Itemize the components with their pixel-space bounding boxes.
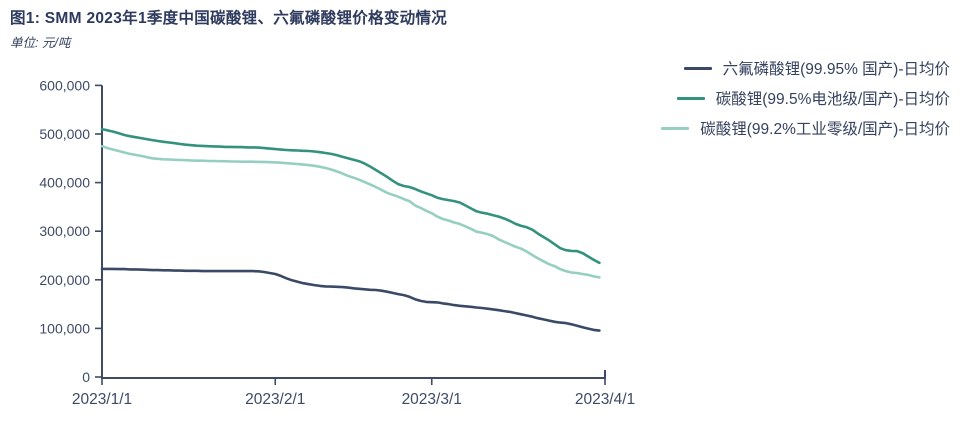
svg-text:2023/3/1: 2023/3/1 [402, 391, 462, 408]
svg-text:500,000: 500,000 [39, 126, 90, 142]
legend-item-lipf6: 六氟磷酸锂(99.95% 国产)-日均价 [661, 57, 950, 79]
legend-label: 碳酸锂(99.2%工业零级/国产)-日均价 [700, 121, 950, 138]
svg-text:400,000: 400,000 [39, 175, 90, 191]
unit-label: 单位: 元/吨 [10, 36, 71, 50]
teal-line-swatch-icon [676, 96, 705, 100]
svg-text:2023/1/1: 2023/1/1 [72, 391, 132, 408]
legend-label: 碳酸锂(99.5%电池级/国产)-日均价 [715, 91, 950, 108]
legend: 六氟磷酸锂(99.95% 国产)-日均价 碳酸锂(99.5%电池级/国产)-日均… [661, 57, 950, 139]
legend-label: 六氟磷酸锂(99.95% 国产)-日均价 [722, 61, 950, 78]
svg-text:0: 0 [82, 369, 90, 385]
page-title: 图1: SMM 2023年1季度中国碳酸锂、六氟磷酸锂价格变动情况 [10, 10, 448, 27]
svg-text:200,000: 200,000 [39, 272, 90, 288]
svg-text:2023/2/1: 2023/2/1 [245, 391, 305, 408]
legend-item-industrial-grade: 碳酸锂(99.2%工业零级/国产)-日均价 [661, 117, 950, 139]
svg-text:300,000: 300,000 [39, 223, 90, 239]
legend-item-battery-grade: 碳酸锂(99.5%电池级/国产)-日均价 [661, 87, 950, 109]
light-teal-line-swatch-icon [661, 126, 690, 130]
svg-text:600,000: 600,000 [39, 77, 90, 93]
navy-line-swatch-icon [683, 66, 712, 70]
svg-text:100,000: 100,000 [39, 320, 90, 336]
svg-text:2023/4/1: 2023/4/1 [575, 391, 635, 408]
